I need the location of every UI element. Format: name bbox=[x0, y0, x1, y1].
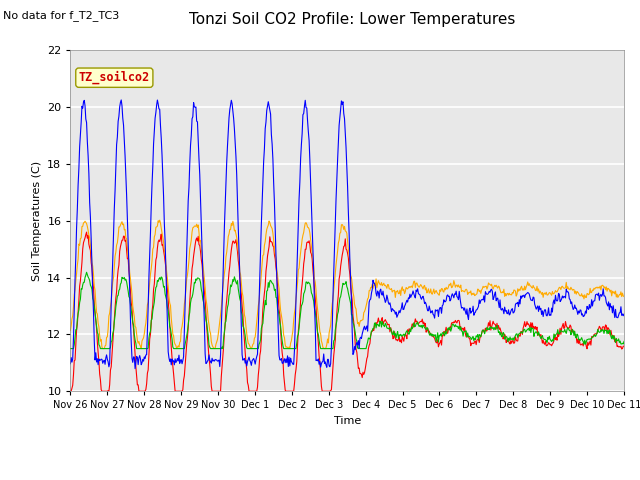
Open -8cm bbox=[431, 338, 439, 344]
Open -16cm bbox=[415, 324, 423, 329]
Tree -8cm bbox=[134, 340, 142, 346]
Open -16cm bbox=[83, 269, 90, 275]
Line: Tree -16cm: Tree -16cm bbox=[70, 100, 624, 369]
Text: TZ_soilco2: TZ_soilco2 bbox=[79, 71, 150, 84]
Tree -8cm bbox=[620, 294, 628, 300]
Open -8cm bbox=[83, 229, 90, 235]
Open -16cm bbox=[220, 336, 227, 341]
Line: Open -8cm: Open -8cm bbox=[70, 232, 624, 391]
Open -8cm bbox=[415, 320, 423, 325]
Line: Open -16cm: Open -16cm bbox=[70, 272, 624, 348]
Tree -16cm bbox=[131, 366, 139, 372]
Text: Tonzi Soil CO2 Profile: Lower Temperatures: Tonzi Soil CO2 Profile: Lower Temperatur… bbox=[189, 12, 515, 27]
X-axis label: Time: Time bbox=[333, 416, 361, 426]
Line: Tree -8cm: Tree -8cm bbox=[70, 220, 624, 348]
Tree -8cm bbox=[191, 223, 199, 229]
Open -8cm bbox=[191, 248, 198, 253]
Tree -16cm bbox=[620, 311, 628, 317]
Y-axis label: Soil Temperatures (C): Soil Temperatures (C) bbox=[31, 161, 42, 281]
Tree -8cm bbox=[221, 271, 228, 276]
Open -8cm bbox=[620, 343, 628, 349]
Open -16cm bbox=[67, 346, 74, 351]
Open -16cm bbox=[620, 338, 628, 344]
Open -16cm bbox=[134, 346, 142, 351]
Legend: Open -8cm, Tree -8cm, Open -16cm, Tree -16cm: Open -8cm, Tree -8cm, Open -16cm, Tree -… bbox=[130, 476, 564, 480]
Open -8cm bbox=[67, 388, 74, 394]
Tree -8cm bbox=[416, 283, 424, 288]
Tree -16cm bbox=[416, 292, 424, 298]
Tree -8cm bbox=[156, 217, 164, 223]
Open -8cm bbox=[134, 382, 142, 388]
Tree -8cm bbox=[77, 236, 84, 241]
Open -8cm bbox=[220, 343, 227, 349]
Tree -16cm bbox=[117, 97, 125, 103]
Open -16cm bbox=[77, 296, 84, 302]
Open -16cm bbox=[191, 279, 198, 285]
Tree -8cm bbox=[67, 328, 74, 334]
Text: No data for f_T2_TC3: No data for f_T2_TC3 bbox=[3, 11, 120, 22]
Tree -8cm bbox=[432, 288, 440, 293]
Tree -16cm bbox=[67, 361, 74, 367]
Tree -16cm bbox=[135, 355, 143, 361]
Tree -16cm bbox=[191, 105, 199, 110]
Open -8cm bbox=[77, 278, 84, 284]
Tree -16cm bbox=[432, 308, 440, 314]
Tree -16cm bbox=[77, 132, 84, 137]
Tree -16cm bbox=[221, 224, 228, 230]
Open -16cm bbox=[431, 332, 439, 338]
Tree -8cm bbox=[99, 346, 107, 351]
